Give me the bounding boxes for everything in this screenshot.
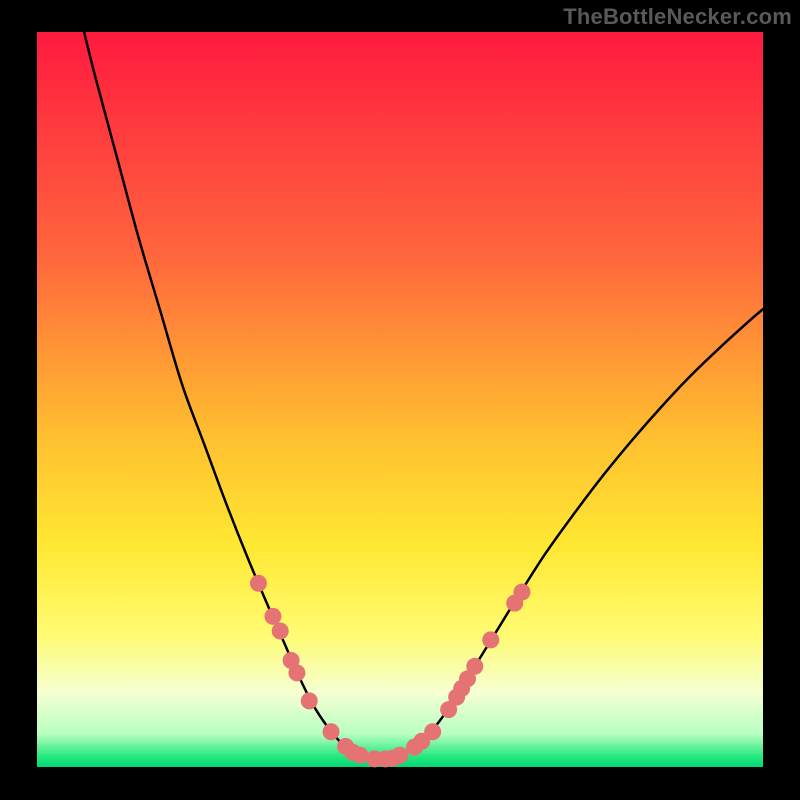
curve-marker bbox=[250, 575, 267, 592]
chart-container: TheBottleNecker.com bbox=[0, 0, 800, 800]
curve-marker bbox=[352, 747, 369, 764]
curve-marker bbox=[513, 584, 530, 601]
curve-marker bbox=[482, 631, 499, 648]
curve-marker bbox=[272, 623, 289, 640]
curve-marker bbox=[288, 664, 305, 681]
curve-marker bbox=[424, 723, 441, 740]
curve-marker bbox=[323, 723, 340, 740]
plot-area bbox=[37, 32, 763, 767]
curve-marker bbox=[301, 692, 318, 709]
curve-marker bbox=[264, 608, 281, 625]
watermark-text: TheBottleNecker.com bbox=[563, 4, 792, 30]
chart-canvas bbox=[0, 0, 800, 800]
curve-marker bbox=[392, 747, 409, 764]
curve-marker bbox=[466, 658, 483, 675]
